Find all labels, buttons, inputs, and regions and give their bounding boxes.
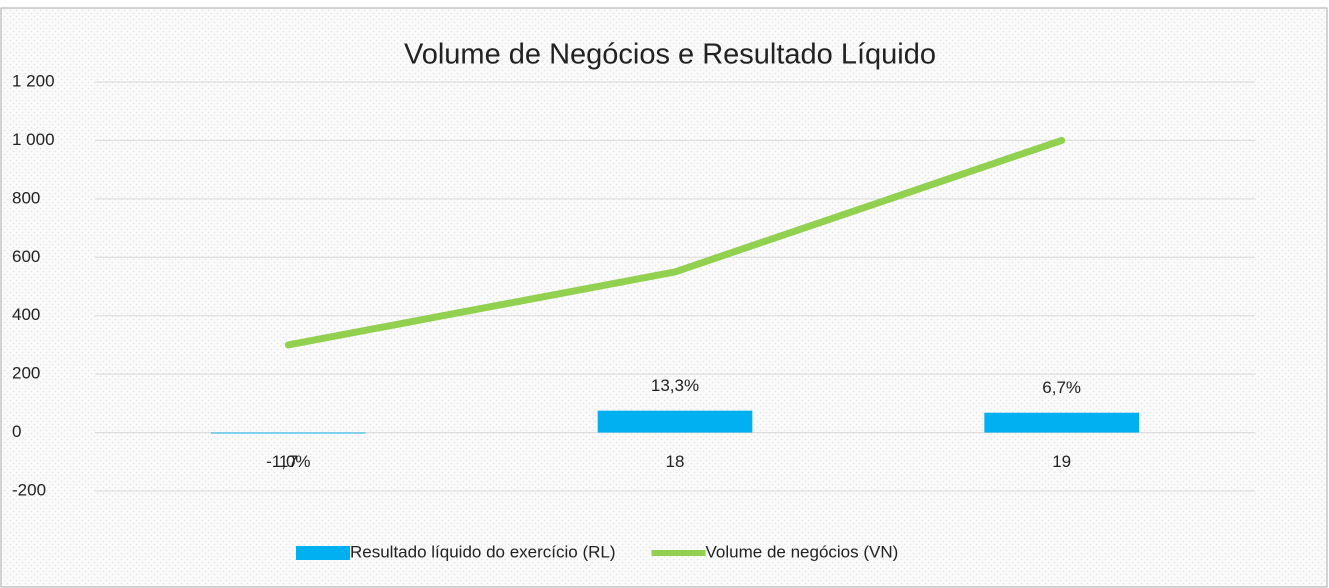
bar (984, 412, 1139, 433)
chart-title: Volume de Negócios e Resultado Líquido (404, 39, 936, 71)
legend-label: Resultado líquido do exercício (RL) (350, 542, 616, 561)
y-tick-label: 200 (12, 364, 40, 383)
legend-swatch (296, 546, 350, 560)
data-label: 13,3% (651, 376, 699, 395)
chart-background (0, 7, 1328, 588)
y-tick-label: 0 (12, 422, 21, 441)
y-tick-label: -200 (12, 480, 46, 499)
x-tick-label: 17 (279, 452, 298, 471)
line (284, 136, 1066, 349)
y-tick-label: 400 (12, 305, 40, 324)
data-label: 6,7% (1042, 378, 1081, 397)
y-tick-label: 800 (12, 188, 40, 207)
y-tick-label: 600 (12, 247, 40, 266)
y-tick-label: 1 000 (12, 130, 55, 149)
legend-label: Volume de negócios (VN) (706, 542, 899, 561)
x-tick-label: 19 (1052, 452, 1071, 471)
x-tick-label: 18 (666, 452, 685, 471)
y-tick-label: 1 200 (12, 71, 55, 90)
data-label: -1,0% (266, 452, 310, 471)
bar (211, 432, 366, 434)
bar (597, 410, 753, 433)
